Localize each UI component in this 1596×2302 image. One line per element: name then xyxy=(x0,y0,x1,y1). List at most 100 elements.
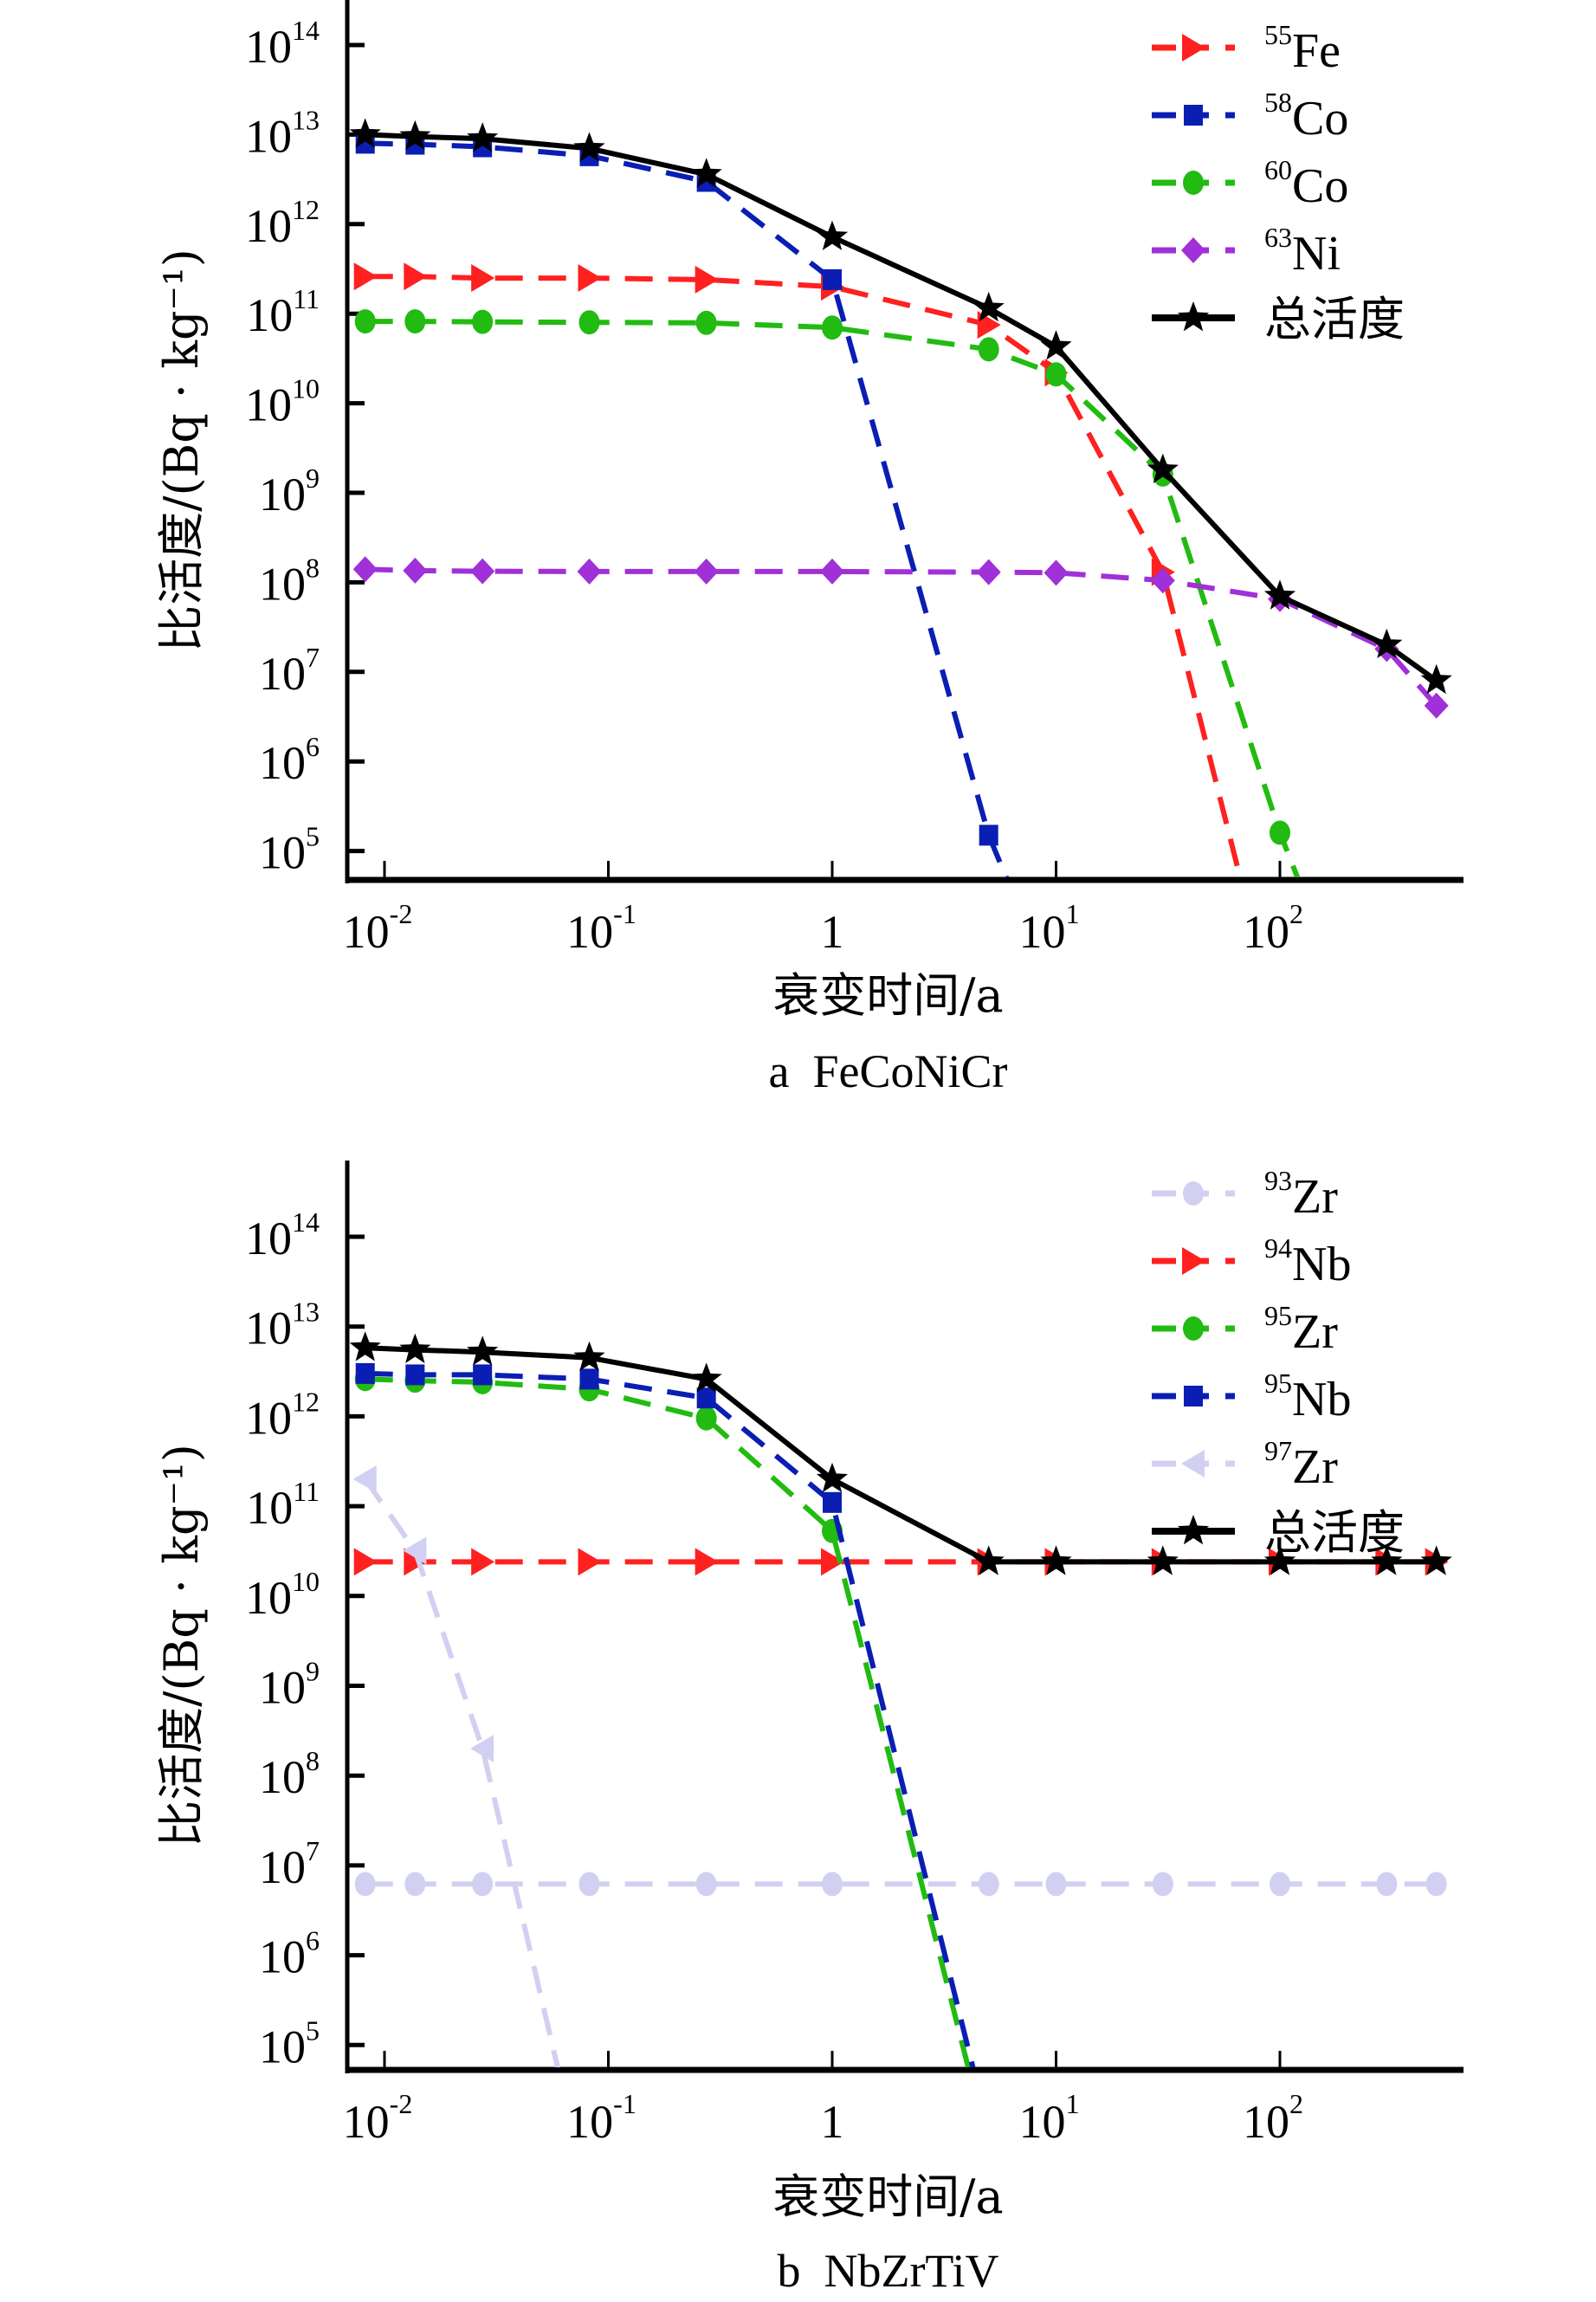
data-point xyxy=(1420,1545,1452,1575)
legend-label: 60Co xyxy=(1264,154,1348,213)
legend-item: 总活度 xyxy=(1152,292,1405,346)
legend-item: 95Nb xyxy=(1152,1368,1351,1426)
data-point xyxy=(695,1872,717,1897)
data-point xyxy=(473,1364,493,1386)
data-point xyxy=(404,1872,426,1897)
data-point xyxy=(1182,1247,1205,1275)
data-point xyxy=(696,1387,716,1409)
data-point xyxy=(1376,1872,1398,1897)
data-point xyxy=(972,1545,1005,1575)
y-tick-label: 108 xyxy=(259,1745,320,1803)
data-point xyxy=(399,120,431,151)
data-point xyxy=(1263,1545,1296,1575)
data-point xyxy=(1177,301,1210,332)
legend-item: 93Zr xyxy=(1152,1165,1338,1224)
data-point xyxy=(404,309,426,334)
data-point xyxy=(472,309,494,334)
x-axis-title: 衰变时间/a xyxy=(772,968,1003,1023)
data-point xyxy=(578,1872,600,1897)
legend-item: 60Co xyxy=(1152,154,1348,213)
data-point xyxy=(823,1491,842,1513)
data-point xyxy=(822,1872,843,1897)
legend-label: 95Zr xyxy=(1264,1300,1338,1359)
legend-item: 58Co xyxy=(1152,87,1348,145)
legend-label: 58Co xyxy=(1264,87,1348,145)
data-point xyxy=(1270,1872,1290,1897)
series-93Zr xyxy=(354,1872,1447,1897)
data-point xyxy=(1040,330,1072,360)
data-point xyxy=(1425,1872,1447,1897)
legend-item: 总活度 xyxy=(1152,1505,1405,1560)
data-point xyxy=(1150,567,1175,594)
y-tick-label: 109 xyxy=(259,1656,320,1714)
series-line xyxy=(363,1478,560,2067)
data-point xyxy=(471,264,495,293)
data-point xyxy=(1177,1515,1210,1545)
y-tick-label: 1012 xyxy=(245,1386,320,1444)
data-point xyxy=(1270,820,1290,845)
x-tick-label: 1 xyxy=(821,906,844,958)
y-tick-label: 107 xyxy=(259,642,320,700)
data-point xyxy=(349,1331,381,1361)
series-total-activity xyxy=(349,1331,1452,1575)
data-point xyxy=(1181,1450,1205,1478)
legend-label: 55Fe xyxy=(1264,19,1341,78)
y-tick-label: 1010 xyxy=(245,373,320,431)
x-tick-label: 10-1 xyxy=(566,2088,636,2148)
data-point xyxy=(978,1872,999,1897)
data-point xyxy=(1183,1181,1204,1206)
legend-item: 63Ni xyxy=(1152,222,1341,281)
series-total-activity xyxy=(349,118,1452,695)
x-tick-label: 10-1 xyxy=(566,898,636,958)
data-point xyxy=(579,1368,599,1390)
x-axis-title: 衰变时间/a xyxy=(772,2169,1003,2224)
legend-label: 95Nb xyxy=(1264,1368,1351,1426)
y-tick-label: 1013 xyxy=(245,104,320,162)
data-point xyxy=(1424,692,1449,719)
data-point xyxy=(1152,1872,1173,1897)
data-point xyxy=(690,158,722,188)
data-point xyxy=(1182,34,1205,61)
plot-area xyxy=(349,118,1452,877)
y-tick-label: 105 xyxy=(259,821,320,879)
data-point xyxy=(352,1465,377,1493)
series-line xyxy=(365,319,1301,877)
y-axis-title: 比活度/(Bq · kg⁻¹) xyxy=(154,1444,209,1847)
series-line xyxy=(365,1376,972,2067)
y-tick-label: 1014 xyxy=(245,1206,320,1264)
series-58Co xyxy=(355,133,1009,877)
data-point xyxy=(816,1462,849,1493)
x-tick-label: 101 xyxy=(1019,2088,1080,2148)
data-point xyxy=(690,1362,722,1393)
legend-item: 55Fe xyxy=(1152,19,1341,78)
data-point xyxy=(695,265,719,294)
legend-item: 95Zr xyxy=(1152,1300,1338,1359)
series-95Nb xyxy=(355,1362,976,2067)
data-point xyxy=(1184,105,1203,126)
data-point xyxy=(1181,237,1205,263)
data-point xyxy=(1044,559,1069,586)
legend: 55Fe 58Co 60Co 63Ni 总活度 xyxy=(1152,19,1405,346)
data-point xyxy=(695,1406,717,1431)
data-point xyxy=(578,1548,602,1576)
plot-area xyxy=(349,1331,1452,2067)
series-60Co xyxy=(354,309,1301,877)
y-tick-label: 1011 xyxy=(246,283,320,341)
data-point xyxy=(1183,1316,1204,1341)
x-tick-label: 1 xyxy=(821,2096,844,2148)
series-95Zr xyxy=(354,1367,972,2067)
data-point xyxy=(979,824,998,846)
data-point xyxy=(1420,663,1452,695)
legend-label: 94Nb xyxy=(1264,1232,1351,1291)
data-point xyxy=(577,558,602,585)
legend-label: 97Zr xyxy=(1264,1435,1338,1494)
data-point xyxy=(471,1548,495,1576)
data-point xyxy=(1045,362,1067,387)
legend: 93Zr 94Nb 95Zr 95Nb 97Zr 总活度 xyxy=(1152,1165,1405,1560)
data-point xyxy=(1147,1545,1179,1575)
y-tick-label: 109 xyxy=(259,462,320,521)
data-point xyxy=(578,310,600,335)
data-point xyxy=(694,558,719,585)
